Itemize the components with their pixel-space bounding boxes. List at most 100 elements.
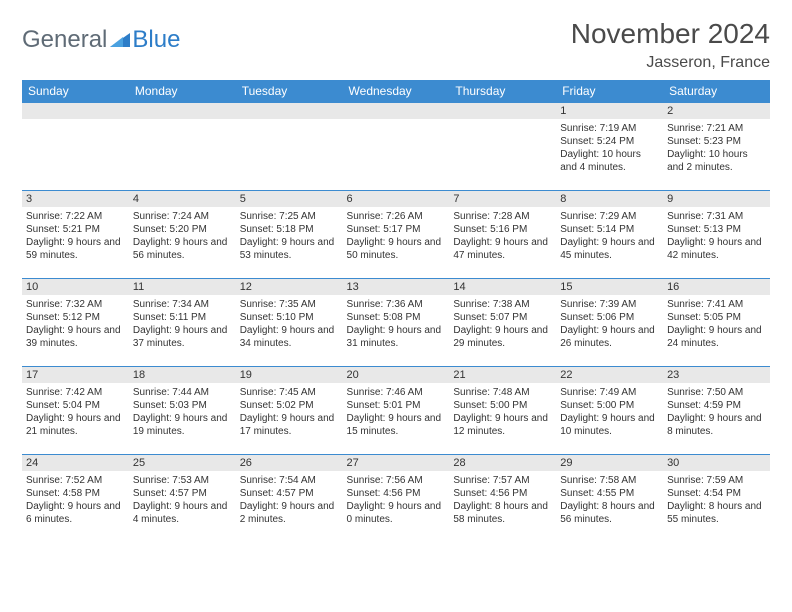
day-number: 18 — [129, 367, 236, 383]
day-number: 4 — [129, 191, 236, 207]
day-details: Sunrise: 7:44 AMSunset: 5:03 PMDaylight:… — [129, 383, 236, 442]
day-text-empty — [22, 119, 129, 179]
day-number: 6 — [343, 191, 450, 207]
day-details: Sunrise: 7:29 AMSunset: 5:14 PMDaylight:… — [556, 207, 663, 266]
day-number: 16 — [663, 279, 770, 295]
day-header: Wednesday — [343, 80, 450, 103]
day-text-empty — [129, 119, 236, 179]
day-number: 7 — [449, 191, 556, 207]
calendar-day-cell: 18Sunrise: 7:44 AMSunset: 5:03 PMDayligh… — [129, 367, 236, 455]
calendar-day-cell: 20Sunrise: 7:46 AMSunset: 5:01 PMDayligh… — [343, 367, 450, 455]
calendar-table: SundayMondayTuesdayWednesdayThursdayFrid… — [22, 80, 770, 543]
day-details: Sunrise: 7:22 AMSunset: 5:21 PMDaylight:… — [22, 207, 129, 266]
day-number: 27 — [343, 455, 450, 471]
day-number: 25 — [129, 455, 236, 471]
day-details: Sunrise: 7:46 AMSunset: 5:01 PMDaylight:… — [343, 383, 450, 442]
day-details: Sunrise: 7:26 AMSunset: 5:17 PMDaylight:… — [343, 207, 450, 266]
logo: General Blue — [22, 18, 180, 54]
calendar-day-cell: 10Sunrise: 7:32 AMSunset: 5:12 PMDayligh… — [22, 279, 129, 367]
day-number: 20 — [343, 367, 450, 383]
day-details: Sunrise: 7:25 AMSunset: 5:18 PMDaylight:… — [236, 207, 343, 266]
day-details: Sunrise: 7:35 AMSunset: 5:10 PMDaylight:… — [236, 295, 343, 354]
calendar-day-cell — [449, 103, 556, 191]
day-number-empty — [129, 103, 236, 119]
day-details: Sunrise: 7:56 AMSunset: 4:56 PMDaylight:… — [343, 471, 450, 530]
day-details: Sunrise: 7:50 AMSunset: 4:59 PMDaylight:… — [663, 383, 770, 442]
day-details: Sunrise: 7:49 AMSunset: 5:00 PMDaylight:… — [556, 383, 663, 442]
calendar-week-row: 3Sunrise: 7:22 AMSunset: 5:21 PMDaylight… — [22, 191, 770, 279]
day-number: 2 — [663, 103, 770, 119]
calendar-day-cell: 29Sunrise: 7:58 AMSunset: 4:55 PMDayligh… — [556, 455, 663, 543]
day-details: Sunrise: 7:53 AMSunset: 4:57 PMDaylight:… — [129, 471, 236, 530]
day-number: 10 — [22, 279, 129, 295]
day-number: 14 — [449, 279, 556, 295]
calendar-day-cell: 2Sunrise: 7:21 AMSunset: 5:23 PMDaylight… — [663, 103, 770, 191]
calendar-day-cell: 25Sunrise: 7:53 AMSunset: 4:57 PMDayligh… — [129, 455, 236, 543]
location-label: Jasseron, France — [571, 54, 770, 72]
day-header: Thursday — [449, 80, 556, 103]
calendar-day-cell: 7Sunrise: 7:28 AMSunset: 5:16 PMDaylight… — [449, 191, 556, 279]
day-details: Sunrise: 7:36 AMSunset: 5:08 PMDaylight:… — [343, 295, 450, 354]
day-number-empty — [236, 103, 343, 119]
calendar-day-cell: 3Sunrise: 7:22 AMSunset: 5:21 PMDaylight… — [22, 191, 129, 279]
calendar-day-cell: 19Sunrise: 7:45 AMSunset: 5:02 PMDayligh… — [236, 367, 343, 455]
day-details: Sunrise: 7:28 AMSunset: 5:16 PMDaylight:… — [449, 207, 556, 266]
logo-text-general: General — [22, 26, 107, 54]
day-number: 23 — [663, 367, 770, 383]
day-number: 12 — [236, 279, 343, 295]
day-header-row: SundayMondayTuesdayWednesdayThursdayFrid… — [22, 80, 770, 103]
calendar-week-row: 24Sunrise: 7:52 AMSunset: 4:58 PMDayligh… — [22, 455, 770, 543]
day-header: Monday — [129, 80, 236, 103]
calendar-day-cell: 5Sunrise: 7:25 AMSunset: 5:18 PMDaylight… — [236, 191, 343, 279]
day-details: Sunrise: 7:38 AMSunset: 5:07 PMDaylight:… — [449, 295, 556, 354]
day-text-empty — [343, 119, 450, 179]
day-details: Sunrise: 7:41 AMSunset: 5:05 PMDaylight:… — [663, 295, 770, 354]
calendar-day-cell: 28Sunrise: 7:57 AMSunset: 4:56 PMDayligh… — [449, 455, 556, 543]
calendar-day-cell: 8Sunrise: 7:29 AMSunset: 5:14 PMDaylight… — [556, 191, 663, 279]
calendar-day-cell: 14Sunrise: 7:38 AMSunset: 5:07 PMDayligh… — [449, 279, 556, 367]
day-number: 5 — [236, 191, 343, 207]
day-number: 3 — [22, 191, 129, 207]
calendar-day-cell — [129, 103, 236, 191]
calendar-day-cell: 1Sunrise: 7:19 AMSunset: 5:24 PMDaylight… — [556, 103, 663, 191]
calendar-day-cell: 30Sunrise: 7:59 AMSunset: 4:54 PMDayligh… — [663, 455, 770, 543]
day-number-empty — [449, 103, 556, 119]
calendar-day-cell: 4Sunrise: 7:24 AMSunset: 5:20 PMDaylight… — [129, 191, 236, 279]
calendar-day-cell: 17Sunrise: 7:42 AMSunset: 5:04 PMDayligh… — [22, 367, 129, 455]
day-details: Sunrise: 7:54 AMSunset: 4:57 PMDaylight:… — [236, 471, 343, 530]
calendar-day-cell: 9Sunrise: 7:31 AMSunset: 5:13 PMDaylight… — [663, 191, 770, 279]
day-number: 17 — [22, 367, 129, 383]
calendar-day-cell: 16Sunrise: 7:41 AMSunset: 5:05 PMDayligh… — [663, 279, 770, 367]
calendar-day-cell — [22, 103, 129, 191]
day-number: 24 — [22, 455, 129, 471]
calendar-day-cell — [236, 103, 343, 191]
day-number-empty — [22, 103, 129, 119]
day-number: 8 — [556, 191, 663, 207]
calendar-day-cell: 12Sunrise: 7:35 AMSunset: 5:10 PMDayligh… — [236, 279, 343, 367]
calendar-day-cell: 23Sunrise: 7:50 AMSunset: 4:59 PMDayligh… — [663, 367, 770, 455]
day-header: Friday — [556, 80, 663, 103]
day-number: 1 — [556, 103, 663, 119]
calendar-day-cell — [343, 103, 450, 191]
day-details: Sunrise: 7:24 AMSunset: 5:20 PMDaylight:… — [129, 207, 236, 266]
day-details: Sunrise: 7:19 AMSunset: 5:24 PMDaylight:… — [556, 119, 663, 178]
day-details: Sunrise: 7:42 AMSunset: 5:04 PMDaylight:… — [22, 383, 129, 442]
day-number: 21 — [449, 367, 556, 383]
day-number: 13 — [343, 279, 450, 295]
day-header: Saturday — [663, 80, 770, 103]
logo-mark-icon — [110, 26, 130, 54]
day-details: Sunrise: 7:59 AMSunset: 4:54 PMDaylight:… — [663, 471, 770, 530]
page-title: November 2024 — [571, 18, 770, 50]
day-details: Sunrise: 7:48 AMSunset: 5:00 PMDaylight:… — [449, 383, 556, 442]
calendar-day-cell: 21Sunrise: 7:48 AMSunset: 5:00 PMDayligh… — [449, 367, 556, 455]
calendar-day-cell: 26Sunrise: 7:54 AMSunset: 4:57 PMDayligh… — [236, 455, 343, 543]
day-details: Sunrise: 7:34 AMSunset: 5:11 PMDaylight:… — [129, 295, 236, 354]
calendar-body: 1Sunrise: 7:19 AMSunset: 5:24 PMDaylight… — [22, 103, 770, 543]
calendar-day-cell: 27Sunrise: 7:56 AMSunset: 4:56 PMDayligh… — [343, 455, 450, 543]
day-number: 29 — [556, 455, 663, 471]
day-details: Sunrise: 7:21 AMSunset: 5:23 PMDaylight:… — [663, 119, 770, 178]
calendar-day-cell: 24Sunrise: 7:52 AMSunset: 4:58 PMDayligh… — [22, 455, 129, 543]
day-details: Sunrise: 7:45 AMSunset: 5:02 PMDaylight:… — [236, 383, 343, 442]
day-number: 19 — [236, 367, 343, 383]
logo-text-blue: Blue — [132, 26, 180, 54]
